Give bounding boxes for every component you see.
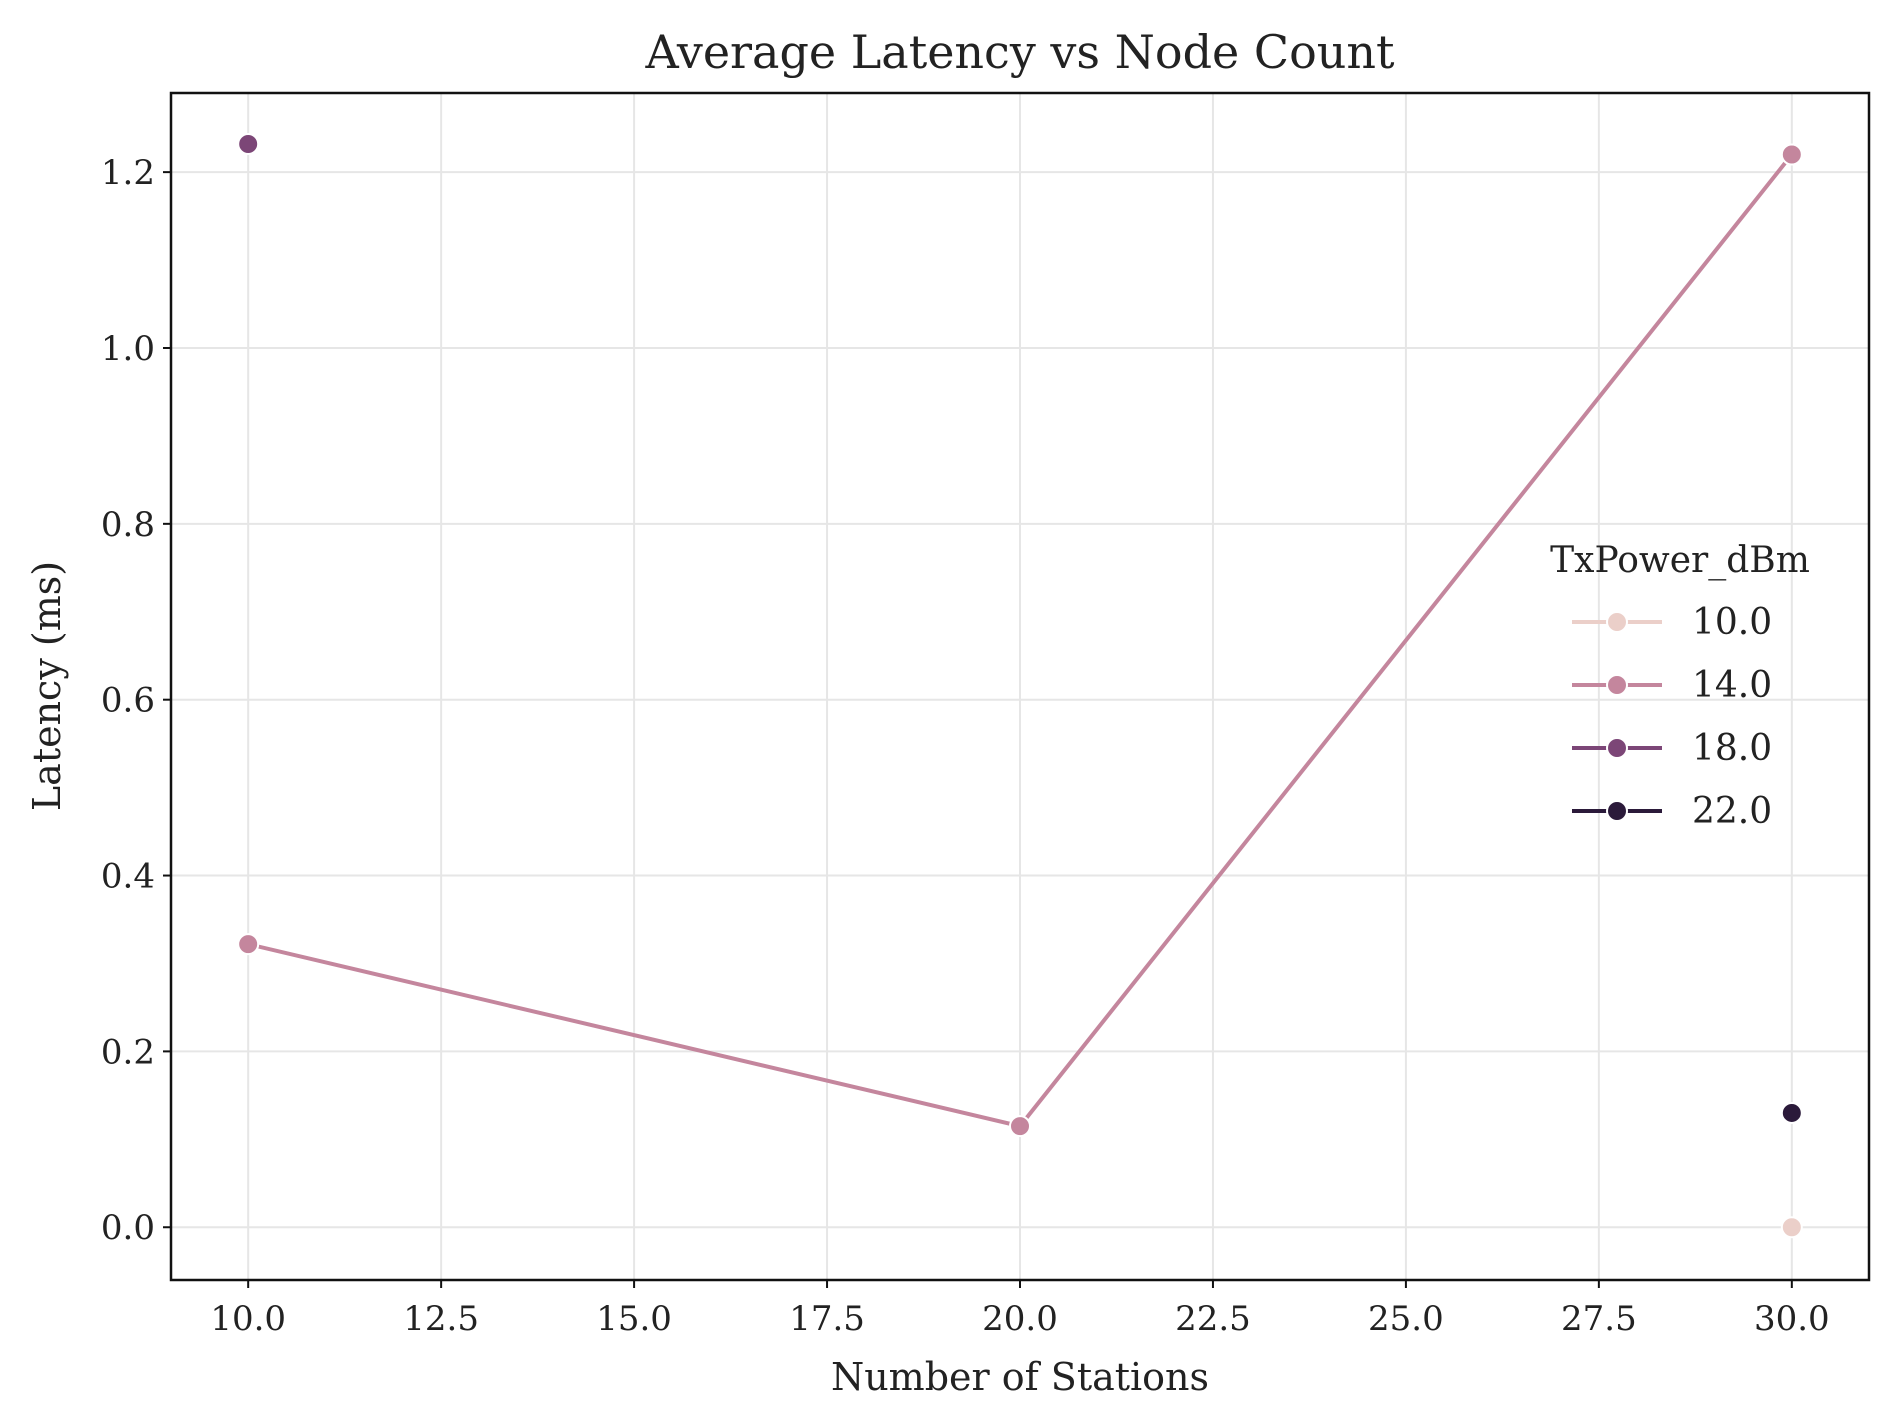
y-tick-label: 0.4	[101, 857, 155, 897]
y-axis-label: Latency (ms)	[25, 561, 69, 811]
y-tick-label: 0.2	[101, 1032, 155, 1072]
y-axis-ticks: 0.0 0.2 0.4 0.6 0.8 1.0 1.2	[101, 153, 171, 1248]
legend-marker	[1606, 737, 1628, 759]
x-tick-label: 30.0	[1754, 1299, 1830, 1339]
series-10.0	[1780, 1216, 1803, 1239]
data-point	[1780, 143, 1803, 166]
legend-marker	[1606, 800, 1628, 822]
x-tick-label: 22.5	[1175, 1299, 1251, 1339]
chart-title: Average Latency vs Node Count	[644, 25, 1395, 79]
data-point	[1780, 1216, 1803, 1239]
x-tick-label: 27.5	[1561, 1299, 1637, 1339]
x-tick-label: 10.0	[210, 1299, 286, 1339]
data-point	[237, 132, 260, 155]
legend-marker	[1606, 611, 1628, 633]
data-point	[237, 933, 260, 956]
x-tick-label: 17.5	[789, 1299, 865, 1339]
legend-label: 14.0	[1692, 665, 1772, 706]
y-tick-label: 0.8	[101, 505, 155, 545]
y-tick-label: 1.2	[101, 153, 155, 193]
legend: TxPower_dBm 10.0 14.0 18.0 22.0	[1550, 540, 1810, 832]
legend-label: 10.0	[1692, 602, 1772, 643]
legend-item: 22.0	[1572, 791, 1772, 832]
legend-title: TxPower_dBm	[1550, 540, 1810, 581]
y-tick-label: 0.0	[101, 1208, 155, 1248]
legend-label: 22.0	[1692, 791, 1772, 832]
x-tick-label: 15.0	[596, 1299, 672, 1339]
y-tick-label: 0.6	[101, 681, 155, 721]
legend-item: 10.0	[1572, 602, 1772, 643]
grid-lines	[171, 93, 1869, 1280]
series-layer	[237, 132, 1803, 1239]
series-22.0	[1780, 1101, 1803, 1124]
x-axis-ticks: 10.0 12.5 15.0 17.5 20.0 22.5 25.0 27.5 30.0	[210, 1280, 1830, 1339]
legend-items: 10.0 14.0 18.0 22.0	[1572, 602, 1772, 832]
x-tick-label: 25.0	[1368, 1299, 1444, 1339]
y-tick-label: 1.0	[101, 329, 155, 369]
x-axis-label: Number of Stations	[831, 1355, 1209, 1399]
legend-item: 14.0	[1572, 665, 1772, 706]
legend-label: 18.0	[1692, 728, 1772, 769]
legend-marker	[1606, 674, 1628, 696]
data-point	[1009, 1115, 1031, 1138]
series-14.0	[237, 143, 1803, 1138]
data-point	[1780, 1101, 1803, 1124]
legend-item: 18.0	[1572, 728, 1772, 769]
series-18.0	[237, 132, 260, 155]
x-tick-label: 20.0	[982, 1299, 1058, 1339]
x-tick-label: 12.5	[403, 1299, 479, 1339]
